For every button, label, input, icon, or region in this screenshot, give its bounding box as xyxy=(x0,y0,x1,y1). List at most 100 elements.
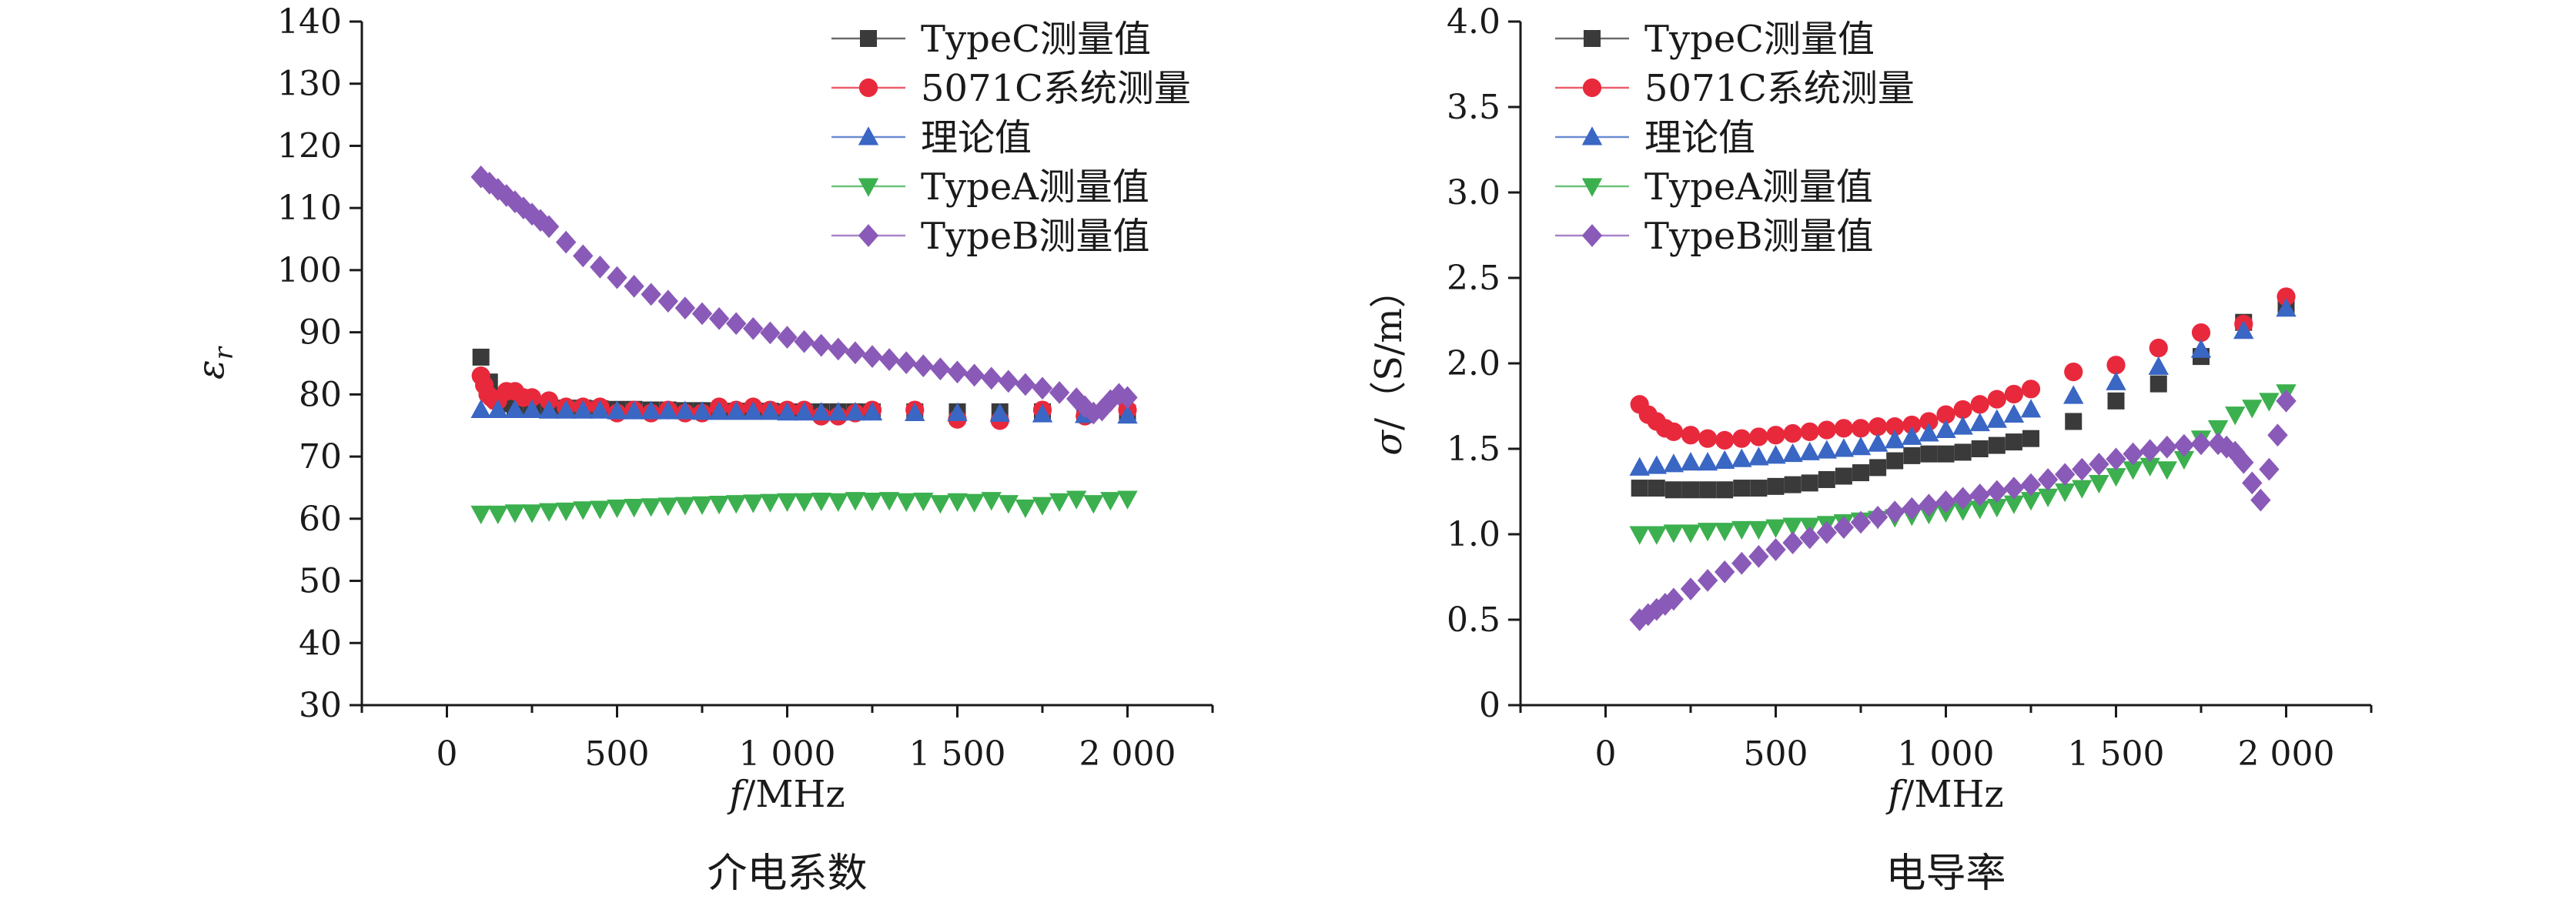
x-tick-label: 0 xyxy=(437,734,458,774)
data-point xyxy=(1851,419,1871,438)
legend-item: 理论值 xyxy=(1555,116,1755,159)
data-point xyxy=(1919,493,1939,517)
data-point xyxy=(1638,603,1658,627)
data-point xyxy=(2173,450,2195,470)
data-point xyxy=(828,493,848,512)
data-point xyxy=(1663,524,1684,543)
legend-marker xyxy=(858,224,879,247)
data-point xyxy=(1682,481,1699,499)
legend-item: TypeB测量值 xyxy=(831,215,1150,258)
data-point xyxy=(1117,405,1138,424)
data-point xyxy=(1953,400,1972,420)
data-point xyxy=(1765,445,1786,464)
y-tick-label: 3.0 xyxy=(1447,173,1500,212)
x-axis-title: f/MHz xyxy=(727,773,845,816)
data-point xyxy=(708,401,730,420)
data-point xyxy=(964,363,985,387)
data-point xyxy=(1066,387,1087,410)
data-point xyxy=(1766,426,1785,445)
data-point xyxy=(1664,481,1682,499)
data-point xyxy=(504,504,526,523)
data-point xyxy=(1731,448,1752,467)
data-point xyxy=(1903,446,1921,464)
chart-caption: 电导率 xyxy=(1885,851,2006,897)
data-point xyxy=(1952,502,1973,521)
legend-label: TypeC测量值 xyxy=(1644,18,1875,61)
data-point xyxy=(1986,499,2007,518)
data-point xyxy=(691,302,713,326)
x-axis-title-unit: /MHz xyxy=(1902,773,2003,816)
data-point xyxy=(1715,450,1735,469)
y-tick-label: 130 xyxy=(277,65,342,104)
legend-marker xyxy=(1584,30,1601,47)
legend-marker xyxy=(1581,178,1603,197)
data-point xyxy=(743,494,764,513)
data-point xyxy=(1015,499,1036,519)
data-point xyxy=(674,296,696,320)
data-point xyxy=(1801,474,1818,492)
y-axis-title: σ/（S/m） xyxy=(1367,271,1410,456)
data-point xyxy=(487,178,508,201)
data-point xyxy=(1698,429,1718,448)
data-point xyxy=(2259,393,2280,412)
legend-item: TypeA测量值 xyxy=(1555,166,1873,209)
data-point xyxy=(878,348,900,372)
data-point xyxy=(2156,461,2177,480)
y-tick-label: 3.5 xyxy=(1447,88,1500,127)
data-point xyxy=(726,495,747,514)
data-point xyxy=(657,289,678,313)
data-point xyxy=(845,492,866,511)
y-tick-label: 90 xyxy=(299,313,342,353)
data-point xyxy=(1117,490,1138,510)
data-point xyxy=(2233,320,2254,339)
data-point xyxy=(521,399,543,418)
legend-item: 5071C系统测量 xyxy=(1555,67,1915,110)
data-point xyxy=(1936,405,1955,424)
data-point xyxy=(641,498,661,517)
data-point xyxy=(981,492,1002,511)
data-point xyxy=(964,493,985,513)
legend-label: 理论值 xyxy=(1644,116,1755,159)
y-tick-label: 2.0 xyxy=(1447,344,1500,383)
data-point xyxy=(878,492,900,511)
data-point xyxy=(1715,430,1735,450)
data-point xyxy=(1733,480,1751,497)
data-point xyxy=(2107,392,2125,410)
data-point xyxy=(530,209,551,232)
data-point xyxy=(1935,503,1956,523)
data-point xyxy=(1834,419,1853,438)
data-point xyxy=(2004,384,2023,404)
data-point xyxy=(1920,445,1938,463)
data-point xyxy=(2277,287,2296,306)
data-point xyxy=(2072,480,2093,499)
y-tick-label: 40 xyxy=(299,624,342,663)
data-point xyxy=(1049,381,1070,404)
data-point xyxy=(981,366,1002,390)
data-point xyxy=(1680,577,1701,600)
data-point xyxy=(1800,422,1819,441)
data-point xyxy=(691,401,713,420)
data-point xyxy=(487,399,508,418)
data-point xyxy=(1100,492,1121,511)
legend-item: 5071C系统测量 xyxy=(831,67,1191,110)
data-point xyxy=(1935,419,1956,439)
data-point xyxy=(794,402,815,421)
data-point xyxy=(1648,480,1665,497)
y-axis-title-suffix: r xyxy=(209,346,239,360)
data-point xyxy=(811,402,831,421)
legend-label: TypeC测量值 xyxy=(921,18,1151,61)
data-point xyxy=(828,402,848,421)
data-point xyxy=(1767,477,1785,495)
data-point xyxy=(1681,426,1701,445)
y-tick-label: 140 xyxy=(277,2,342,42)
data-point xyxy=(624,275,644,298)
legend-label: 理论值 xyxy=(921,116,1032,159)
data-point xyxy=(2037,468,2059,491)
data-point xyxy=(930,357,951,381)
data-point xyxy=(1629,526,1650,545)
y-axis-title: εr xyxy=(189,346,239,380)
data-point xyxy=(1850,510,1872,534)
y-axis-title-variable: ε xyxy=(189,360,233,380)
data-point xyxy=(1818,470,1835,488)
data-point xyxy=(522,388,542,407)
